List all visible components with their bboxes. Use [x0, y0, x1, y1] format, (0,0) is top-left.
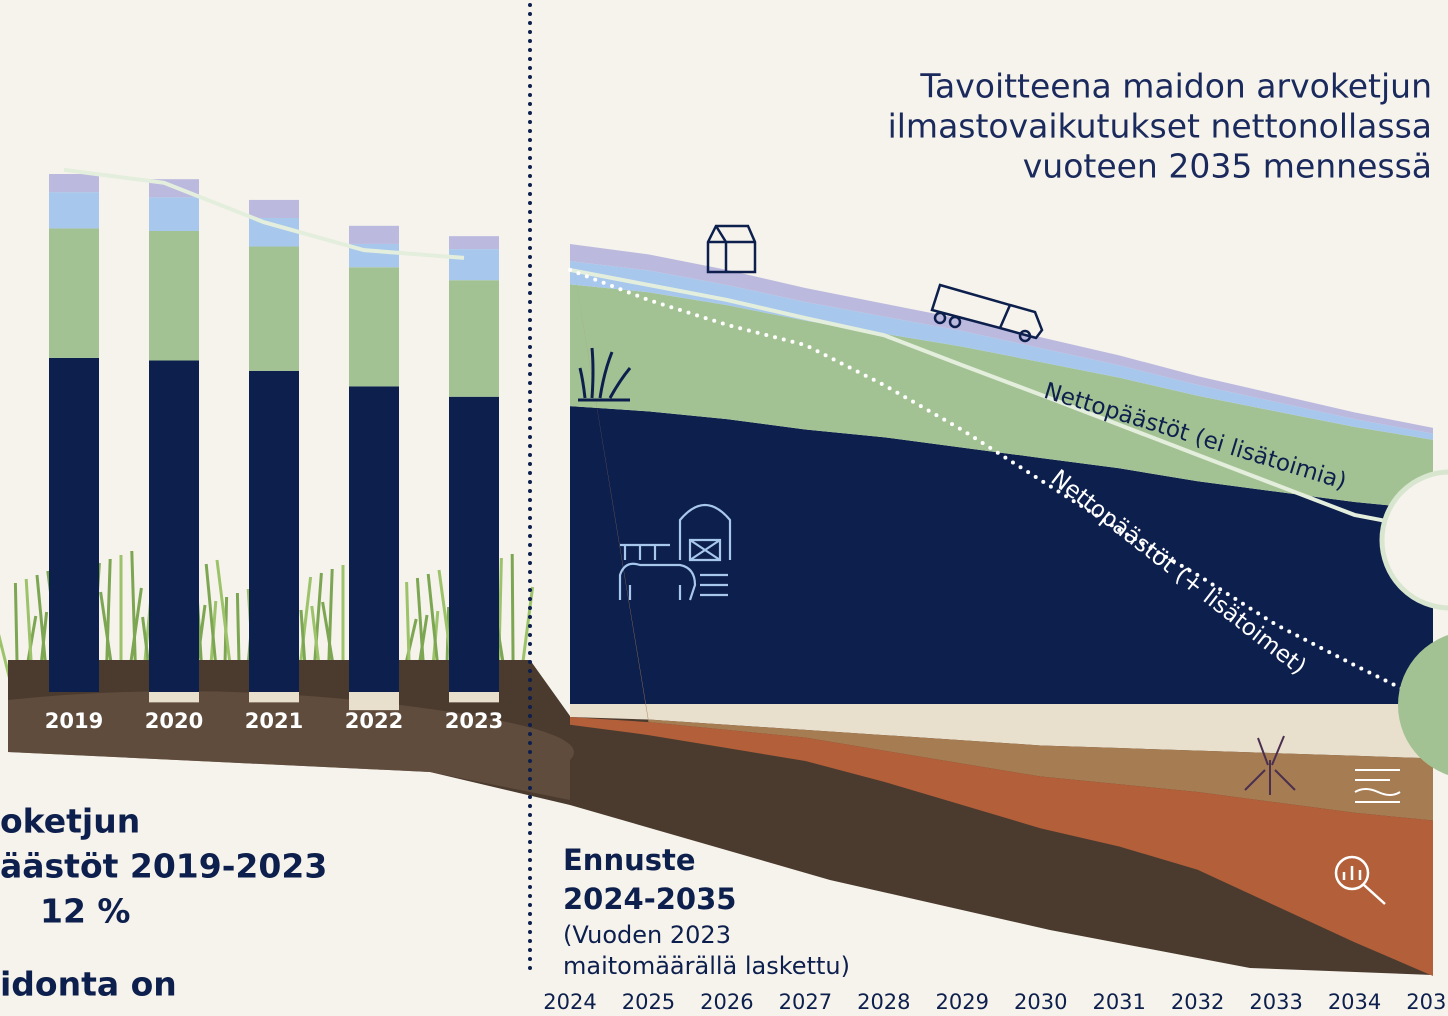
- bar-segment: [49, 228, 99, 358]
- x-tick-label: 2021: [245, 709, 303, 733]
- bar-segment: [449, 692, 499, 703]
- x-tick-label: 2022: [345, 709, 403, 733]
- marks: 2019 2020 2021 2022 2023 oketjun äästöt 2019-2…: [0, 67, 1448, 1015]
- x-tick-label: 2033: [1249, 990, 1302, 1014]
- bar-segment: [49, 174, 99, 193]
- x-tick-label: 2024: [543, 990, 596, 1014]
- x-tick-label: 2026: [700, 990, 753, 1014]
- area: [570, 284, 1433, 510]
- x-tick-label: 2019: [45, 709, 103, 733]
- net-line: [568, 267, 1435, 706]
- bar-segment: [349, 267, 399, 387]
- bar-segment: [449, 236, 499, 250]
- x-tick-label: 2025: [622, 990, 675, 1014]
- bar-segment: [349, 692, 399, 711]
- bar-segment: [349, 386, 399, 692]
- bar-segment: [249, 370, 299, 692]
- x-tick-label: 2034: [1328, 990, 1381, 1014]
- area: [570, 244, 1433, 434]
- x-tick-label: 2029: [936, 990, 989, 1014]
- x-tick-label: 2030: [1014, 990, 1067, 1014]
- bar-segment: [249, 218, 299, 247]
- annotation: oketjun: [0, 802, 140, 841]
- bar-segment: [449, 280, 499, 397]
- chart-title: Tavoitteena maidon arvoketjun: [919, 67, 1432, 106]
- annotation: idonta on: [0, 965, 177, 1004]
- callout-circle: [1398, 635, 1448, 775]
- bar-segment: [449, 396, 499, 692]
- milk-icon: [706, 224, 757, 274]
- root-icon: [1244, 735, 1296, 795]
- bar-segment: [249, 199, 299, 219]
- area: [570, 716, 1433, 976]
- annotation: Ennuste: [563, 843, 696, 877]
- net-line: [569, 267, 1434, 532]
- x-tick-label: 2031: [1092, 990, 1145, 1014]
- bar-segment: [149, 230, 199, 361]
- bar-segment: [249, 246, 299, 371]
- annotation: 2024-2035: [563, 882, 736, 916]
- annotation: 12 %: [40, 892, 130, 931]
- area: [570, 406, 1433, 704]
- annotation: äästöt 2019-2023: [0, 847, 327, 886]
- truck-icon: [930, 283, 1044, 343]
- annotation: (Vuoden 2023: [563, 921, 731, 949]
- x-tick-label: 2035: [1406, 990, 1448, 1014]
- net-line: [63, 167, 465, 260]
- area: [570, 704, 1433, 759]
- bar-segment: [49, 357, 99, 692]
- bar-segment: [149, 197, 199, 231]
- x-tick-label: 2027: [779, 990, 832, 1014]
- bar-segment: [49, 192, 99, 229]
- chart-title: ilmastovaikutukset nettonollassa: [888, 107, 1432, 146]
- search-icon: [1334, 855, 1386, 905]
- area: [570, 261, 1433, 440]
- x-tick-label: 2032: [1171, 990, 1224, 1014]
- bar-segment: [349, 225, 399, 244]
- x-tick-label: 2028: [857, 990, 910, 1014]
- water-icon: [1354, 769, 1401, 803]
- chart-title: vuoteen 2035 mennessä: [1023, 147, 1432, 186]
- soil-texture: [8, 691, 574, 800]
- barn-icon: [618, 504, 732, 601]
- bar-segment: [149, 360, 199, 692]
- bar-segment: [149, 692, 199, 703]
- bar-segment: [449, 249, 499, 281]
- bar-segment: [249, 692, 299, 703]
- callout-circle: [1379, 469, 1448, 611]
- x-tick-label: 2023: [445, 709, 503, 733]
- area: [570, 244, 1433, 821]
- grass-icon: [578, 347, 632, 402]
- annotation: maitomäärällä laskettu): [563, 952, 850, 980]
- x-tick-label: 2020: [145, 709, 203, 733]
